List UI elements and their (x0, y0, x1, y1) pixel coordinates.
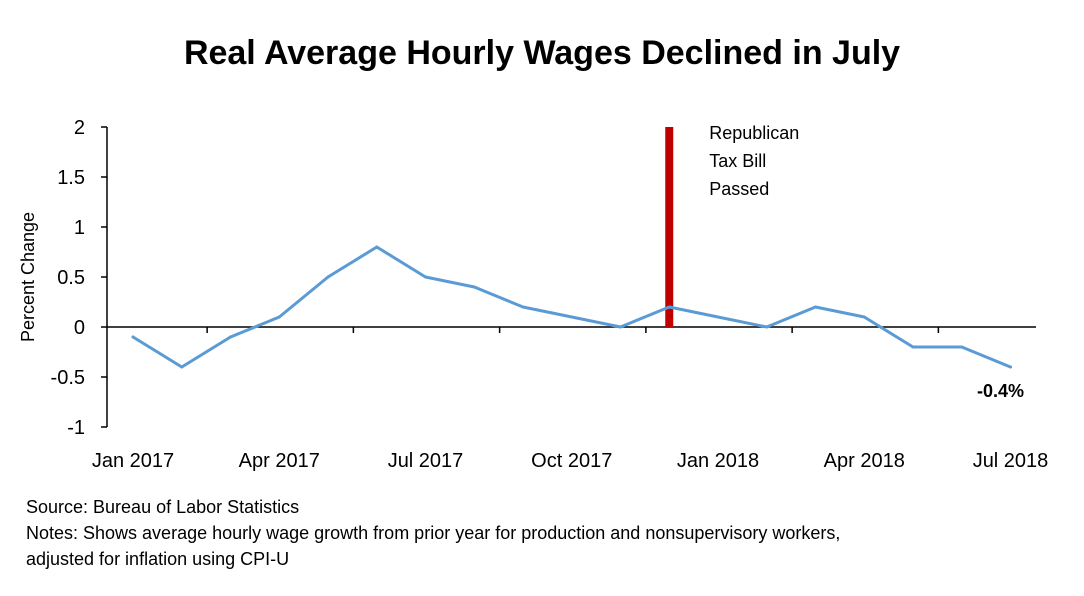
chart-title: Real Average Hourly Wages Declined in Ju… (183, 34, 901, 72)
marker-label-line: Passed (709, 179, 769, 199)
y-axis: -1 -0.5 0 0.5 1 1.5 2 Percent Change (18, 117, 108, 439)
series-line (131, 245, 1012, 369)
data-point (131, 335, 135, 339)
notes-line-1: Notes: Shows average hourly wage growth … (26, 523, 841, 543)
data-point (667, 305, 671, 309)
series-group (131, 245, 1012, 369)
annotations: Republican Tax Bill Passed -0.4% (709, 123, 1024, 401)
x-tick-label: Oct 2017 (531, 450, 612, 472)
y-tick-label: 2 (74, 117, 85, 139)
data-point (521, 305, 525, 309)
x-tick-label: Jan 2017 (92, 450, 174, 472)
data-point (716, 315, 720, 319)
data-point (814, 305, 817, 309)
marker-label-line: Tax Bill (709, 151, 766, 171)
y-tick-label: 0.5 (57, 267, 85, 289)
x-tick-label: Jan 2018 (677, 450, 759, 472)
y-tick-label: 0 (74, 317, 85, 339)
x-tick-label: Apr 2017 (239, 450, 320, 472)
x-axis: Jan 2017 Apr 2017 Jul 2017 Oct 2017 Jan 2018… (92, 326, 1049, 472)
y-tick-label: -1 (67, 417, 85, 439)
x-tick-label: Jul 2017 (388, 450, 464, 472)
end-value-label: -0.4% (977, 381, 1024, 401)
tax-bill-bar (665, 127, 674, 327)
data-point (765, 325, 769, 329)
footer: Source: Bureau of Labor Statistics Notes… (26, 494, 840, 572)
notes-line-2: adjusted for inflation using CPI-U (26, 549, 290, 569)
data-point (960, 345, 964, 349)
data-point (277, 315, 281, 319)
data-point (326, 275, 330, 279)
tax-bill-marker (665, 127, 674, 327)
data-point (229, 335, 232, 339)
y-tick-label: 1 (74, 217, 85, 239)
x-tick-label: Jul 2018 (973, 450, 1049, 472)
x-tick-label: Apr 2018 (824, 450, 905, 472)
y-tick-label: 1.5 (57, 167, 85, 189)
marker-label-line: Republican (709, 123, 799, 143)
data-point (180, 365, 184, 369)
y-axis-title: Percent Change (18, 212, 38, 342)
data-point (570, 315, 574, 319)
data-point (862, 315, 866, 319)
data-point (619, 325, 622, 329)
source-note: Source: Bureau of Labor Statistics (26, 497, 300, 517)
data-point (911, 345, 915, 349)
data-point (375, 245, 379, 249)
data-point (472, 285, 476, 289)
y-tick-label: -0.5 (51, 367, 85, 389)
data-point (424, 275, 427, 279)
data-point (1009, 365, 1012, 369)
